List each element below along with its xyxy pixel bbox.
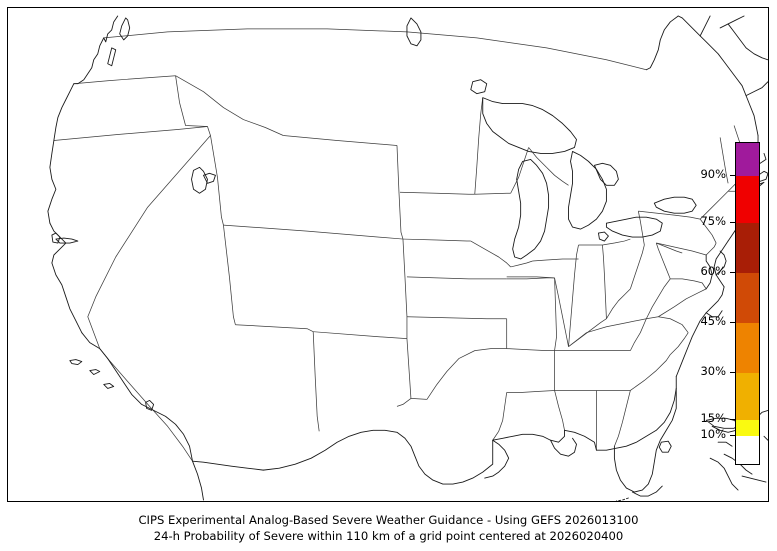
colorbar-band-0-10 <box>736 436 759 464</box>
coastline-layer <box>47 15 768 501</box>
colorbar-band-90-100 <box>736 143 759 176</box>
probability-colorbar[interactable] <box>735 142 760 465</box>
caption-line-2: 24-h Probability of Severe within 110 km… <box>153 529 624 543</box>
colorbar-band-15-30 <box>736 373 759 420</box>
colorbar-band-45-60 <box>736 273 759 323</box>
figure-caption: CIPS Experimental Analog-Based Severe We… <box>0 512 777 544</box>
map-panel[interactable] <box>7 7 769 502</box>
state-borders-layer <box>53 28 755 462</box>
colorbar-band-75-90 <box>736 176 759 223</box>
conus-map[interactable] <box>8 8 768 501</box>
colorbar-band-30-45 <box>736 323 759 373</box>
caption-line-1: CIPS Experimental Analog-Based Severe We… <box>138 513 639 527</box>
colorbar-band-60-75 <box>736 223 759 273</box>
colorbar-band-10-15 <box>736 420 759 436</box>
